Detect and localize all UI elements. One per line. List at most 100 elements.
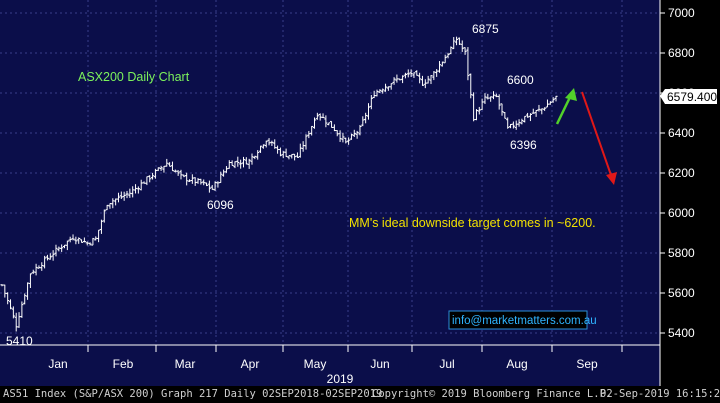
x-month-label: Jun [370, 357, 389, 371]
ohlc-bar [341, 132, 345, 143]
ohlc-bar [491, 91, 496, 100]
ohlc-bar [68, 236, 72, 243]
ohlc-bar [429, 75, 433, 85]
footer-center: Copyright© 2019 Bloomberg Finance L.P. [372, 388, 613, 400]
ohlc-bar [466, 47, 470, 81]
ohlc-bar [136, 186, 140, 194]
ohlc-bar [312, 117, 317, 129]
ohlc-bar [8, 299, 13, 310]
footer-right: 02-Sep-2019 16:15:21 [600, 388, 720, 400]
x-month-label: Aug [506, 357, 527, 371]
ohlc-bar [440, 61, 444, 67]
label-low-start: 5410 [6, 334, 33, 348]
ohlc-bar [247, 158, 251, 169]
ohlc-bar [500, 103, 504, 116]
label-low-mar: 6096 [207, 198, 234, 212]
ohlc-bar [347, 137, 351, 145]
ohlc-bar [270, 140, 274, 146]
ohlc-bar [511, 121, 515, 129]
ohlc-bar [48, 253, 52, 260]
ohlc-bar [230, 160, 234, 167]
ohlc-bar [443, 54, 447, 64]
ohlc-bar [148, 175, 152, 183]
chart-title: ASX200 Daily Chart [78, 70, 190, 84]
x-month-label: Jul [439, 357, 454, 371]
ohlc-bar [415, 70, 419, 76]
label-level-aug-high: 6600 [507, 73, 534, 87]
footer-left: AS51 Index (S&P/ASX 200) Graph 217 Daily… [3, 388, 383, 400]
ohlc-bar [349, 133, 354, 140]
ohlc-bar [11, 306, 15, 319]
ohlc-bar [506, 117, 510, 129]
ohlc-bar [420, 75, 425, 86]
ohlc-bar [122, 191, 126, 201]
y-tick-label: 6200 [668, 166, 695, 180]
ohlc-bar [364, 112, 368, 124]
ohlc-bar [65, 240, 69, 251]
ohlc-bar [119, 191, 123, 199]
ohlc-bar [344, 137, 348, 144]
ohlc-bar [253, 155, 257, 160]
ohlc-bar [460, 40, 464, 52]
ohlc-bar [293, 153, 297, 161]
label-high-jul: 6875 [472, 22, 499, 36]
y-tick-label: 5800 [668, 246, 695, 260]
ohlc-bar [91, 237, 95, 246]
ohlc-bar [446, 52, 450, 59]
ohlc-bar [60, 244, 64, 252]
ohlc-bar [400, 75, 405, 84]
ohlc-bar [6, 292, 10, 305]
up-arrow [555, 88, 577, 125]
target-note: MM's ideal downside target comes in ~620… [349, 216, 596, 230]
last-price-marker: 6579.400 [660, 89, 717, 104]
ohlc-bar [523, 115, 527, 123]
ohlc-bar [77, 237, 81, 244]
ohlc-bar [477, 106, 481, 115]
x-month-label: Sep [576, 357, 598, 371]
ohlc-bar [517, 119, 521, 127]
ohlc-bar [204, 182, 209, 187]
ohlc-bar [199, 178, 203, 185]
x-month-label: Apr [241, 357, 260, 371]
ohlc-bar [278, 147, 283, 157]
ohlc-bar [165, 158, 169, 167]
x-month-label: Mar [175, 357, 196, 371]
ohlc-bar [389, 83, 393, 90]
ohlc-bar [409, 69, 413, 77]
ohlc-bar [449, 46, 453, 55]
x-year-label: 2019 [327, 372, 354, 386]
ohlc-bar [258, 145, 263, 153]
ohlc-bar [34, 263, 38, 276]
ohlc-bar [125, 190, 129, 199]
ohlc-bar [418, 72, 422, 84]
ohlc-bar [71, 234, 75, 241]
ohlc-bar [45, 254, 50, 261]
ohlc-bar [168, 162, 172, 167]
ohlc-bar [352, 129, 356, 137]
ohlc-bar [412, 72, 416, 79]
ohlc-bar [474, 109, 479, 121]
ohlc-bar [116, 192, 121, 203]
y-tick-label: 7000 [668, 6, 695, 20]
y-tick-label: 6400 [668, 126, 695, 140]
ohlc-bar [327, 122, 331, 126]
down-arrow [581, 91, 617, 185]
ohlc-bars [0, 36, 558, 332]
ohlc-bar [264, 140, 268, 148]
ohlc-bar [310, 125, 314, 136]
ohlc-bar [150, 172, 155, 180]
y-tick-label: 5600 [668, 286, 695, 300]
ohlc-bar [432, 71, 436, 81]
ohlc-bar [537, 104, 541, 112]
ohlc-bar [239, 159, 243, 169]
ohlc-bar [554, 95, 558, 102]
ohlc-bar [426, 75, 430, 84]
ohlc-bar [315, 112, 319, 120]
ohlc-bar [74, 236, 78, 245]
ohlc-bar [543, 107, 547, 111]
ohlc-bar [321, 113, 325, 119]
x-month-label: May [304, 357, 327, 371]
ohlc-bar [102, 209, 106, 223]
ohlc-bar [378, 89, 382, 93]
ohlc-bar [207, 180, 211, 193]
